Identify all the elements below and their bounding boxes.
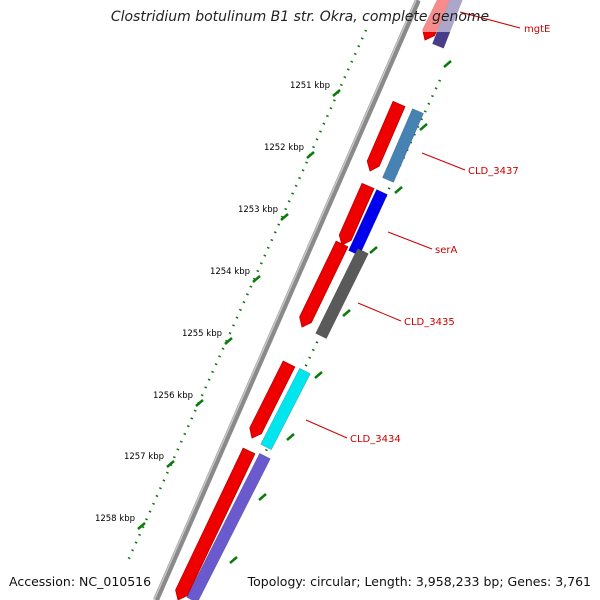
genes-prefix: ; Genes: xyxy=(499,574,556,589)
leader-line-cld-3435 xyxy=(357,302,402,322)
gene-label-cld-3434: CLD_3434 xyxy=(350,434,401,445)
genome-summary: Topology: circular; Length: 3,958,233 bp… xyxy=(248,574,591,589)
tick-label-1255: 1255 kbp xyxy=(182,329,222,339)
feature-layer xyxy=(186,0,490,600)
cds-arrow-4 xyxy=(249,360,296,439)
leader-line-cld-3437 xyxy=(421,152,466,171)
gene-bar-cld-3437 xyxy=(382,108,424,183)
leader-line-sera xyxy=(387,231,433,250)
tick-label-1251: 1251 kbp xyxy=(290,81,330,91)
accession-value: NC_010516 xyxy=(79,574,152,589)
outer-tick-0 xyxy=(443,60,452,68)
outer-tick-8 xyxy=(229,556,238,564)
label-layer: mgtE CLD_3437 serA CLD_3435 CLD_3434 xyxy=(305,11,550,445)
outer-tick-2 xyxy=(394,186,403,194)
tick-label-1252: 1252 kbp xyxy=(264,143,304,153)
accession-info: Accession: NC_010516 xyxy=(9,574,151,589)
leader-line-mgte xyxy=(459,11,521,29)
outer-tick-3 xyxy=(369,246,378,254)
topology-value: circular xyxy=(310,574,357,589)
tick-mark-1251 xyxy=(332,89,341,97)
gene-bar-cld-3434 xyxy=(260,367,311,451)
tick-mark-1258 xyxy=(137,522,146,530)
length-prefix: ; Length: xyxy=(356,574,416,589)
tick-mark-1254 xyxy=(252,275,261,283)
tick-mark-1256 xyxy=(195,399,204,407)
tick-layer: 1251 kbp 1252 kbp 1253 kbp 1254 kbp 1255 kbp… xyxy=(95,29,452,600)
gene-bar-cld-3435 xyxy=(315,247,369,340)
genes-value: 3,761 xyxy=(555,574,591,589)
genome-backbone-highlight xyxy=(153,0,417,600)
outer-tick-1 xyxy=(419,123,428,131)
map-title: Clostridium botulinum B1 str. Okra, comp… xyxy=(110,9,490,25)
backbone-layer xyxy=(153,0,421,600)
outer-tick-6 xyxy=(286,433,295,441)
topology-prefix: Topology: xyxy=(247,574,311,589)
cds-arrow-1 xyxy=(366,100,406,172)
tick-mark-1257 xyxy=(166,460,175,468)
cds-arrow-3 xyxy=(299,240,349,328)
tick-label-1258: 1258 kbp xyxy=(95,514,135,524)
gene-label-cld-3435: CLD_3435 xyxy=(404,317,455,328)
tick-label-1254: 1254 kbp xyxy=(210,267,250,277)
tick-mark-1253 xyxy=(280,213,289,221)
outer-tick-4 xyxy=(342,309,351,317)
title-fade xyxy=(420,0,490,32)
gene-bar-unlabeled xyxy=(186,452,271,600)
cds-arrow-2 xyxy=(338,182,375,246)
tick-mark-1252 xyxy=(306,151,315,159)
leader-line-cld-3434 xyxy=(305,419,348,439)
gene-label-cld-3437: CLD_3437 xyxy=(468,166,519,177)
cds-arrow-5 xyxy=(175,447,256,600)
tick-label-1253: 1253 kbp xyxy=(238,205,278,215)
outer-tick-5 xyxy=(314,371,323,379)
tick-mark-1255 xyxy=(224,337,233,345)
genome-backbone xyxy=(153,0,421,600)
outer-tick-7 xyxy=(258,493,267,501)
length-value: 3,958,233 bp xyxy=(415,574,500,589)
accession-prefix: Accession: xyxy=(9,574,80,589)
gene-label-mgte: mgtE xyxy=(524,24,550,35)
tick-label-1257: 1257 kbp xyxy=(124,452,164,462)
tick-label-1256: 1256 kbp xyxy=(153,391,193,401)
gene-label-sera: serA xyxy=(435,245,457,256)
